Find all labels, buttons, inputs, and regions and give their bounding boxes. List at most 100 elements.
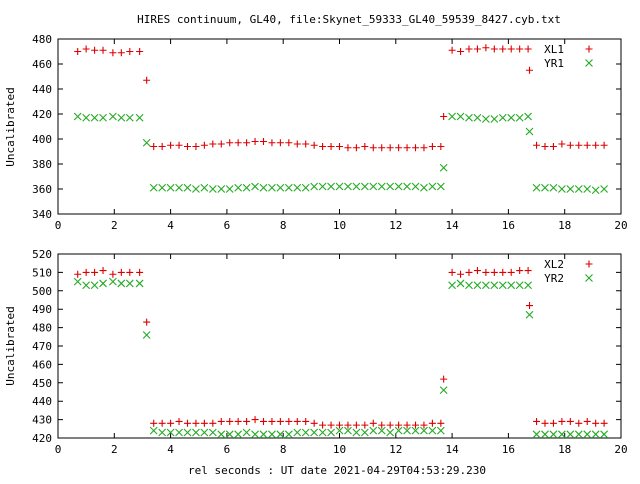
plot-1-legend-marker-yr1 <box>585 59 593 67</box>
plot-2-xl2-point <box>549 419 557 427</box>
plot-2-x-tick-label: 6 <box>224 443 231 456</box>
plot-2-y-tick-label: 430 <box>32 414 52 427</box>
plot-1-xl1-point <box>82 45 90 53</box>
plot-2-yr2-point <box>420 426 428 435</box>
plot-1-x-tick-label: 20 <box>614 219 627 232</box>
plot-2-yr2-point <box>515 281 524 290</box>
plot-1-xl1-point <box>507 45 515 53</box>
plot-1-yr1-point <box>600 185 608 193</box>
plot-2-yr2-point <box>73 277 82 286</box>
plot-1-x-tick-label: 6 <box>224 219 231 232</box>
plot-2-xl2-point <box>516 267 524 275</box>
plot-1-yr1-point <box>498 113 507 122</box>
plot-1-xl1-point <box>473 45 481 53</box>
plot-2-xl2-point <box>490 268 498 276</box>
plot-2-yr2-point <box>301 428 310 437</box>
plot-1-xl1-point <box>378 144 386 152</box>
plot-2-x-tick-label: 10 <box>333 443 346 456</box>
plot-1-yr1-point <box>318 182 327 191</box>
plot-1-xl1-point <box>74 48 82 55</box>
plot-1-yr1-point <box>473 113 482 122</box>
plot-2-yr2-point <box>600 430 608 439</box>
plot-1-yr1-point <box>335 182 344 191</box>
plot-1-xl1-point <box>440 113 448 120</box>
plot-2-xl2-point <box>158 419 166 427</box>
plot-2-y-tick-label: 460 <box>32 358 52 371</box>
plot-2-yr2-point <box>411 426 420 435</box>
plot-1-xl1-point <box>592 141 600 149</box>
plot-2-xl2-point <box>82 268 90 276</box>
plot-1-yr1-point <box>117 113 126 122</box>
plot-2-yr2-point <box>557 430 566 439</box>
plot-2-yr2-point <box>276 430 285 439</box>
plot-2-xl2-point <box>395 421 403 429</box>
plot-1-xl1-point <box>448 46 456 54</box>
plot-2-yr2-point <box>541 430 549 439</box>
plot-1-xl1-point <box>336 143 343 150</box>
plot-1-yr1-point <box>369 182 378 191</box>
plot-1-xl1-point <box>465 45 473 53</box>
plot-1-xl1-point <box>412 144 420 152</box>
plot-1-yr1-point <box>82 113 91 122</box>
plot-2-yr2-point <box>386 428 395 437</box>
plot-2-yr2-point <box>99 279 107 288</box>
plot-1-yr1-point <box>386 182 395 191</box>
plot-2-x-tick-label: 20 <box>614 443 627 456</box>
plot-1-x-tick-label: 0 <box>55 219 62 232</box>
plot-1-xl1-point <box>302 140 310 148</box>
plot-1-yr1-point <box>142 138 151 147</box>
plot-2-xl2-point <box>327 421 335 429</box>
plot-2-xl2-point <box>136 268 144 276</box>
plot-1-yr1-point <box>73 112 82 121</box>
plot-2-yr2-point <box>473 281 482 290</box>
plot-2-yr2-point <box>335 426 344 435</box>
plot-2-yr2-point <box>525 310 534 319</box>
plot-1-yr1-point <box>276 183 285 192</box>
plot-1-yr1-point <box>125 113 134 122</box>
plot-1-y-tick-label: 380 <box>32 158 52 171</box>
plot-1-xl1-point <box>395 144 403 152</box>
plot-1-xl1-point <box>251 138 259 145</box>
plot-1-yr1-point <box>532 183 541 192</box>
plot-1-yr1-point <box>360 182 369 191</box>
plot-2-xl2-point <box>361 421 369 429</box>
plot-2-xl2-point <box>526 302 534 310</box>
plot-1-xl1-point <box>109 49 117 57</box>
plot-2-xl2-point <box>285 417 293 425</box>
plot-2-yr2-point <box>490 281 499 290</box>
plot-1-yr1-point <box>90 113 99 122</box>
plot-1-x-tick-label: 14 <box>445 219 459 232</box>
plot-1-xl1-point <box>549 143 557 150</box>
plot-1-yr1-point <box>411 182 420 191</box>
plot-1-xl1-point <box>420 144 428 152</box>
plot-2-yr2-point <box>566 430 575 439</box>
plot-1-xl1-point <box>403 144 411 152</box>
plot-1-xl1-point <box>126 48 134 55</box>
plot-2-xl2-point <box>600 419 608 427</box>
plot-2-xl2-point <box>167 419 175 427</box>
plot-1-yr1-point <box>377 182 386 191</box>
plot-1-xl1-point <box>310 141 318 149</box>
plot-1-xl1-point <box>361 143 369 150</box>
plot-1-yr1-point <box>135 113 144 122</box>
plot-1-yr1-point <box>217 185 226 193</box>
plot-1-yr1-point <box>557 185 566 193</box>
plot-2-yr2-point <box>293 428 302 437</box>
plot-2-xl2-point <box>336 421 343 429</box>
plot-2-yr2-point <box>234 430 243 439</box>
plot-2-yr2-point <box>369 426 378 435</box>
plot-1-x-tick-label: 10 <box>333 219 346 232</box>
plot-1-yr1-point <box>428 182 437 191</box>
plot-1-yr1-point <box>465 113 473 122</box>
plot-2-yr2-point <box>117 279 126 288</box>
plot-1-xl1-point <box>243 139 251 147</box>
plot-2-xl2-point <box>302 417 310 425</box>
plot-2-xl2-point <box>378 421 386 429</box>
plot-2-xl2-point <box>541 419 549 427</box>
plot-2-yr2-point <box>268 430 276 439</box>
plot-1-xl1-point <box>217 140 225 148</box>
plot-2-xl2-point <box>437 419 445 427</box>
plot-2-x-tick-label: 0 <box>55 443 62 456</box>
plot-1-xl1-point <box>150 143 158 150</box>
